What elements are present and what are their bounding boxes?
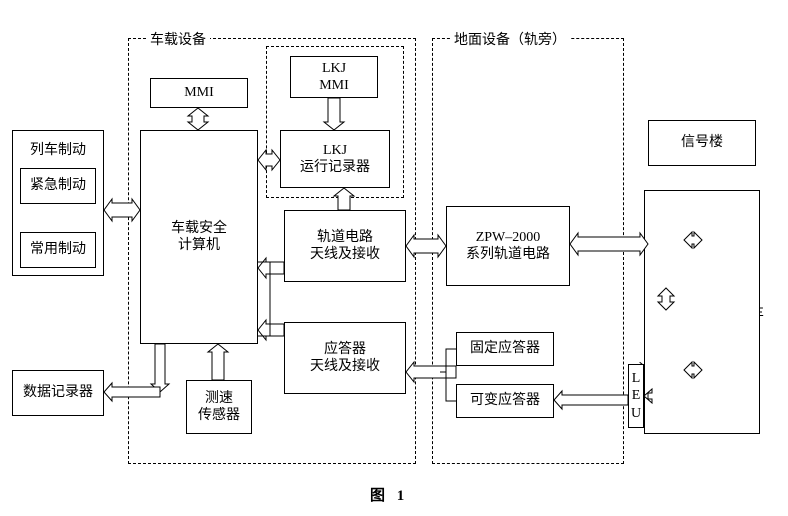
diagram-canvas: 车载设备地面设备（轨旁）MMILKJ MMILKJ 运行记录器列车制动紧急制动常… bbox=[0, 0, 788, 516]
node-leu: L E U bbox=[628, 364, 644, 428]
node-emg_brake: 紧急制动 bbox=[20, 168, 96, 204]
node-mmi: MMI bbox=[150, 78, 248, 108]
group-label-onboard: 车载设备 bbox=[146, 29, 210, 49]
node-speed: 测速 传感器 bbox=[186, 380, 252, 434]
node-tc_rx: 轨道电路 天线及接收 bbox=[284, 210, 406, 282]
node-var_bal: 可变应答器 bbox=[456, 384, 554, 418]
group-label-ground: 地面设备（轨旁） bbox=[450, 29, 570, 49]
node-bal_rx: 应答器 天线及接收 bbox=[284, 322, 406, 394]
node-svc_brake: 常用制动 bbox=[20, 232, 96, 268]
node-vc: 车载安全 计算机 bbox=[140, 130, 258, 344]
node-station_grp bbox=[644, 190, 760, 434]
node-lkj_rec: LKJ 运行记录器 bbox=[280, 130, 390, 188]
node-lkj_mmi: LKJ MMI bbox=[290, 56, 378, 98]
node-signal_b: 信号楼 bbox=[648, 120, 756, 166]
node-fixed_bal: 固定应答器 bbox=[456, 332, 554, 366]
figure-caption: 图 1 bbox=[370, 484, 408, 505]
node-zpw: ZPW–2000 系列轨道电路 bbox=[446, 206, 570, 286]
node-data_rec: 数据记录器 bbox=[12, 370, 104, 416]
